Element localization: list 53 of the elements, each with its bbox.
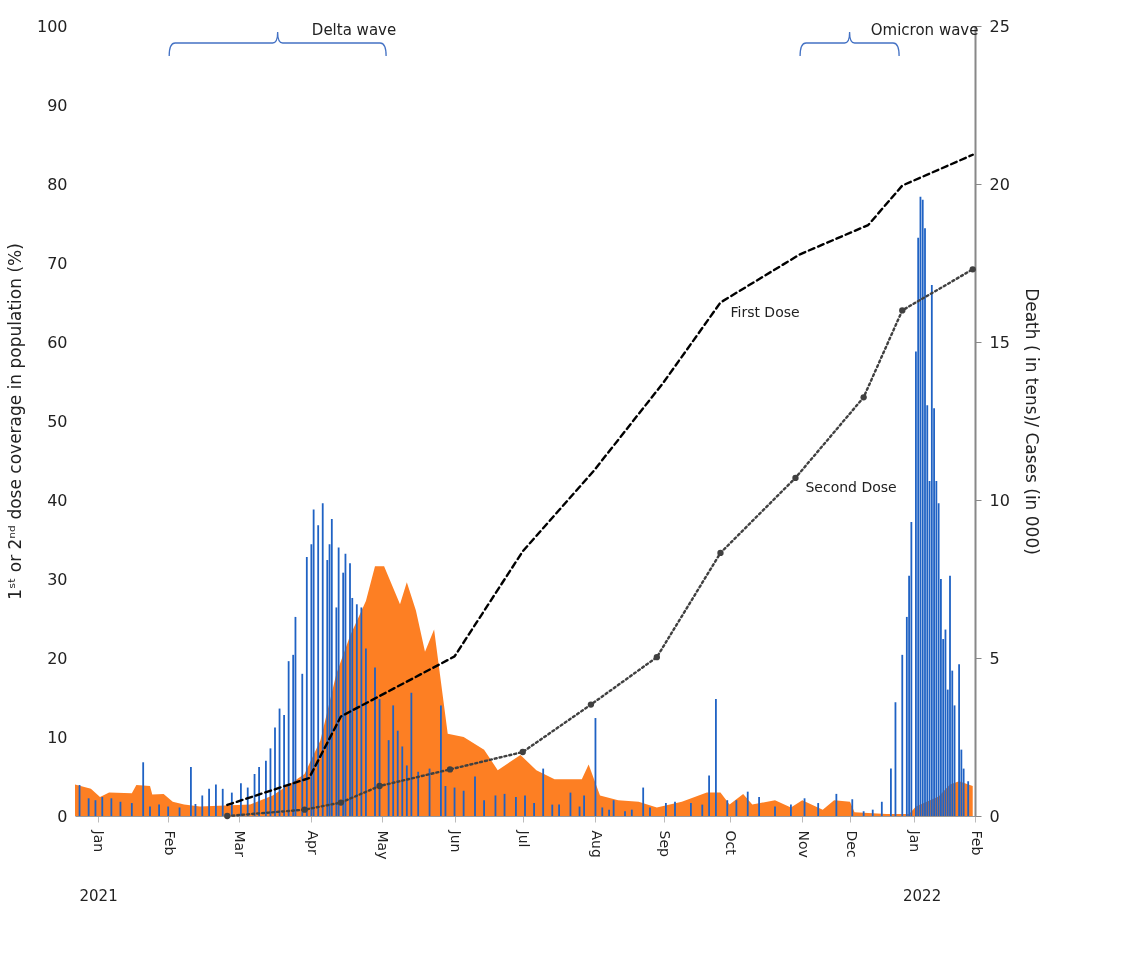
- text: 2022: [903, 887, 942, 905]
- point: [519, 748, 526, 756]
- series-label: First Dose: [730, 303, 800, 320]
- x-tick-label: Aug: [588, 830, 605, 858]
- point: [224, 812, 231, 820]
- series-label: Second Dose: [805, 478, 897, 495]
- y-tick-label: 10: [47, 727, 68, 747]
- point: [337, 799, 345, 806]
- x-tick-label: May: [375, 830, 392, 860]
- x-tick-label: Sep: [657, 830, 674, 857]
- y2-tick-label: 20: [989, 174, 1010, 194]
- y2-tick-label: 0: [989, 806, 1000, 826]
- x-tick-label: Jun: [448, 829, 465, 853]
- x-tick-label: Feb: [968, 830, 985, 856]
- point: [376, 782, 383, 790]
- y-tick-label: 60: [47, 332, 68, 352]
- y2-axis-title: Death ( in tens)/ Cases (in 000): [1021, 288, 1042, 555]
- line-series: [226, 153, 974, 807]
- y-tick-label: 20: [47, 648, 68, 668]
- point: [899, 307, 906, 314]
- y-tick-label: 40: [47, 490, 68, 510]
- x-tick-label: Oct: [723, 830, 740, 856]
- point: [446, 766, 454, 773]
- text: 2021: [79, 887, 118, 905]
- y-tick-label: 0: [57, 806, 68, 826]
- x-tick-label: Dec: [843, 830, 860, 858]
- point: [301, 806, 308, 813]
- point: [587, 701, 595, 708]
- annotation: Omicron wave: [870, 21, 979, 39]
- y2-tick-label: 10: [989, 490, 1010, 510]
- point: [717, 549, 724, 557]
- point: [792, 474, 799, 482]
- y-axis-title: 1ˢᵗ or 2ⁿᵈ dose coverage in population (%): [4, 243, 25, 600]
- y2-tick-label: 15: [989, 332, 1010, 352]
- annotation: Delta wave: [311, 21, 397, 39]
- point: [969, 266, 976, 273]
- x-tick-label: Feb: [161, 830, 178, 856]
- x-tick-label: Mar: [232, 830, 249, 858]
- x-tick-label: Jan: [907, 829, 924, 853]
- y2-tick-label: 25: [989, 16, 1010, 36]
- y-tick-label: 30: [47, 569, 68, 589]
- y-tick-label: 90: [47, 95, 68, 115]
- x-tick-label: Jul: [516, 829, 533, 848]
- point: [860, 394, 867, 401]
- x-tick-label: Nov: [795, 830, 812, 858]
- y-tick-label: 100: [36, 16, 68, 36]
- y-tick-label: 70: [47, 253, 68, 273]
- y-tick-label: 50: [47, 411, 68, 431]
- point: [653, 654, 660, 661]
- x-tick-label: Jan: [91, 829, 108, 853]
- x-tick-label: Apr: [304, 830, 321, 855]
- y2-tick-label: 5: [989, 648, 1000, 668]
- y-tick-label: 80: [47, 174, 68, 194]
